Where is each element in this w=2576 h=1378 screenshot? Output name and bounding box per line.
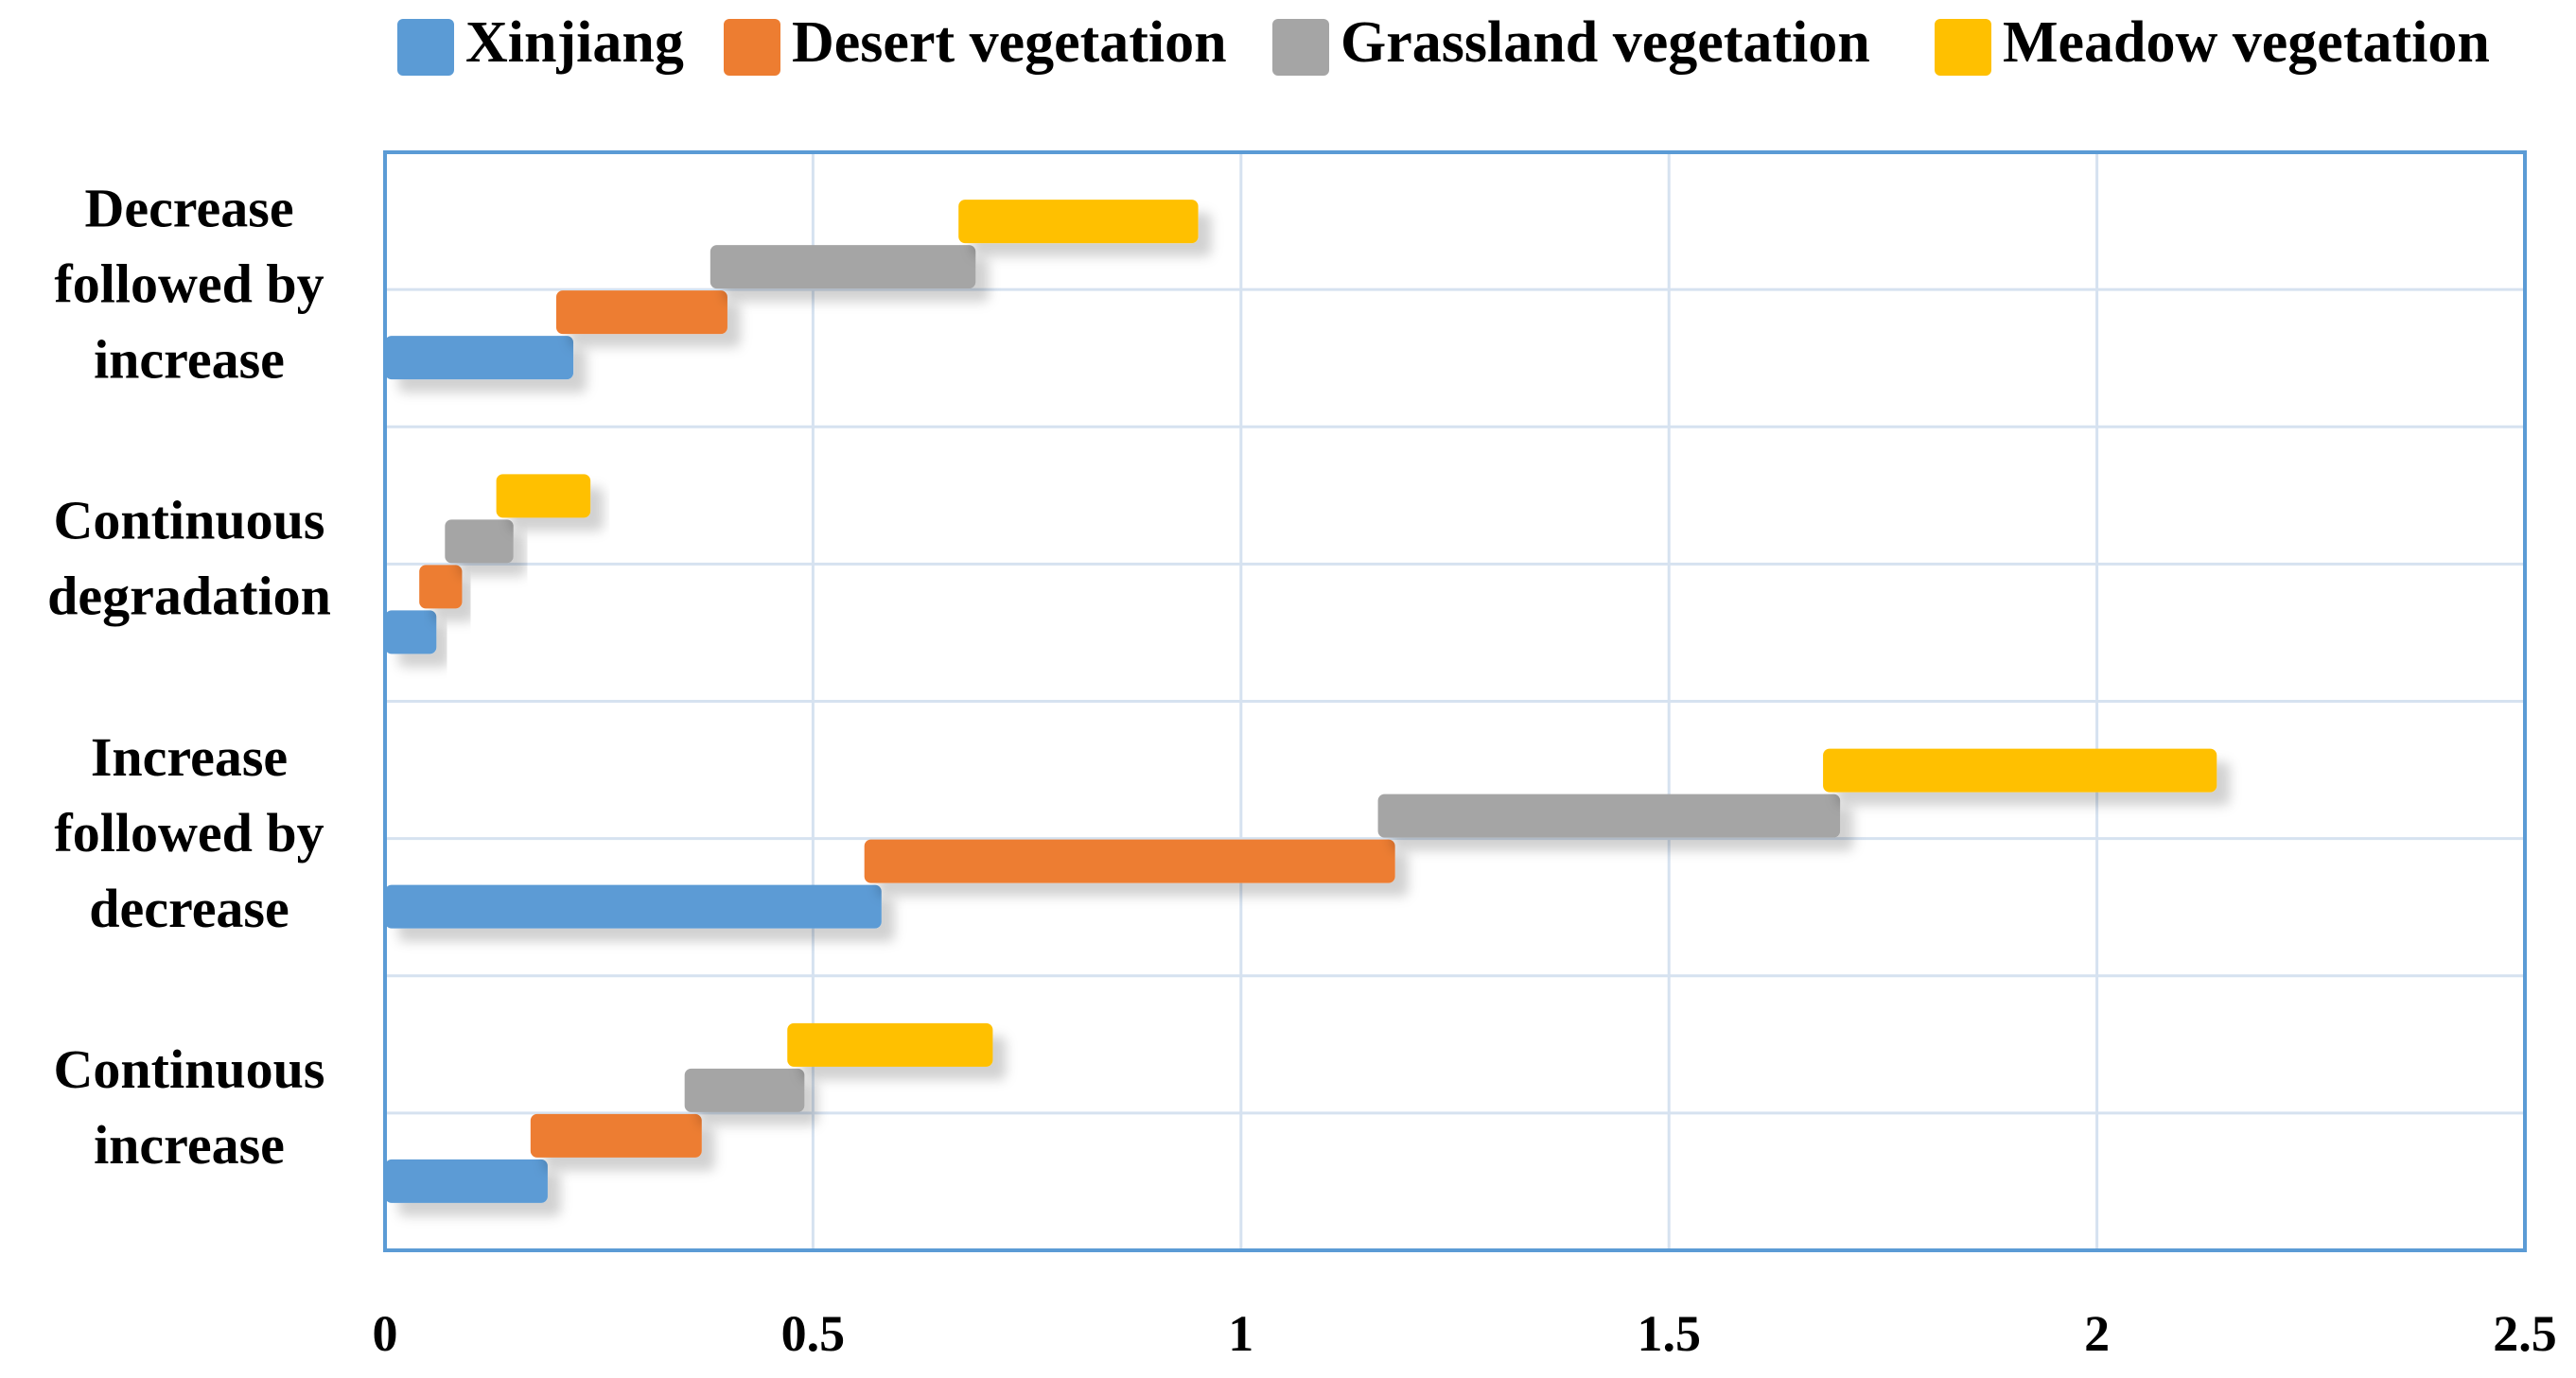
legend-label-meadow-vegetation: Meadow vegetation bbox=[2003, 10, 2490, 75]
bar-desert-vegetation-continuous-increase bbox=[530, 1113, 702, 1158]
legend-label-grassland-vegetation: Grassland vegetation bbox=[1341, 10, 1870, 75]
legend-label-desert-vegetation: Desert vegetation bbox=[792, 10, 1227, 75]
bar-desert-vegetation-continuous-degradation bbox=[419, 565, 463, 609]
legend-item-xinjiang: Xinjiang bbox=[397, 10, 684, 76]
category-label-continuous-increase: Continuous increase bbox=[54, 1038, 325, 1176]
bar-grassland-vegetation-decrease-followed-by-increase bbox=[710, 245, 976, 289]
bars bbox=[385, 200, 2217, 1203]
category-label-decrease-followed-by-increase: Decrease followed by increase bbox=[54, 177, 324, 390]
legend-label-xinjiang: Xinjiang bbox=[465, 10, 684, 75]
bar-xinjiang-continuous-increase bbox=[385, 1159, 548, 1203]
bar-xinjiang-continuous-degradation bbox=[385, 610, 437, 654]
bar-grassland-vegetation-continuous-degradation bbox=[445, 519, 514, 564]
x-tick-label-0.5: 0.5 bbox=[781, 1305, 846, 1362]
bar-xinjiang-decrease-followed-by-increase bbox=[385, 336, 574, 380]
x-axis-tick-labels: 0 0.5 1 1.5 2 2.5 bbox=[373, 1305, 2557, 1362]
legend-swatch-grassland-vegetation bbox=[1272, 19, 1329, 76]
x-tick-label-2.5: 2.5 bbox=[2493, 1305, 2557, 1362]
legend: Xinjiang Desert vegetation Grassland veget… bbox=[397, 10, 2490, 76]
x-tick-label-1: 1 bbox=[1228, 1305, 1253, 1362]
bar-grassland-vegetation-increase-followed-by-decrease bbox=[1377, 794, 1841, 838]
y-axis-category-labels: Decrease followed by increase Continuous deg… bbox=[47, 177, 331, 1176]
bar-grassland-vegetation-continuous-increase bbox=[684, 1068, 805, 1112]
bar-meadow-vegetation-decrease-followed-by-increase bbox=[958, 200, 1199, 244]
bar-meadow-vegetation-increase-followed-by-decrease bbox=[1823, 748, 2217, 793]
x-tick-label-2: 2 bbox=[2084, 1305, 2110, 1362]
x-tick-label-0: 0 bbox=[373, 1305, 398, 1362]
gridlines bbox=[385, 152, 2525, 1250]
bar-meadow-vegetation-continuous-increase bbox=[787, 1022, 993, 1067]
legend-item-grassland-vegetation: Grassland vegetation bbox=[1272, 10, 1870, 76]
category-label-increase-followed-by-decrease: Increase followed by decrease bbox=[54, 726, 324, 939]
bar-xinjiang-increase-followed-by-decrease bbox=[385, 884, 882, 929]
bar-desert-vegetation-increase-followed-by-decrease bbox=[864, 839, 1395, 883]
bar-meadow-vegetation-continuous-degradation bbox=[496, 474, 591, 518]
category-label-continuous-degradation: Continuous degradation bbox=[47, 490, 331, 627]
x-tick-label-1.5: 1.5 bbox=[1637, 1305, 1701, 1362]
legend-item-meadow-vegetation: Meadow vegetation bbox=[1935, 10, 2490, 76]
legend-swatch-meadow-vegetation bbox=[1935, 19, 1991, 76]
legend-item-desert-vegetation: Desert vegetation bbox=[724, 10, 1227, 76]
plot-area-border bbox=[383, 150, 2527, 1252]
bar-desert-vegetation-decrease-followed-by-increase bbox=[555, 290, 727, 335]
legend-swatch-desert-vegetation bbox=[724, 19, 780, 76]
legend-swatch-xinjiang bbox=[397, 19, 454, 76]
